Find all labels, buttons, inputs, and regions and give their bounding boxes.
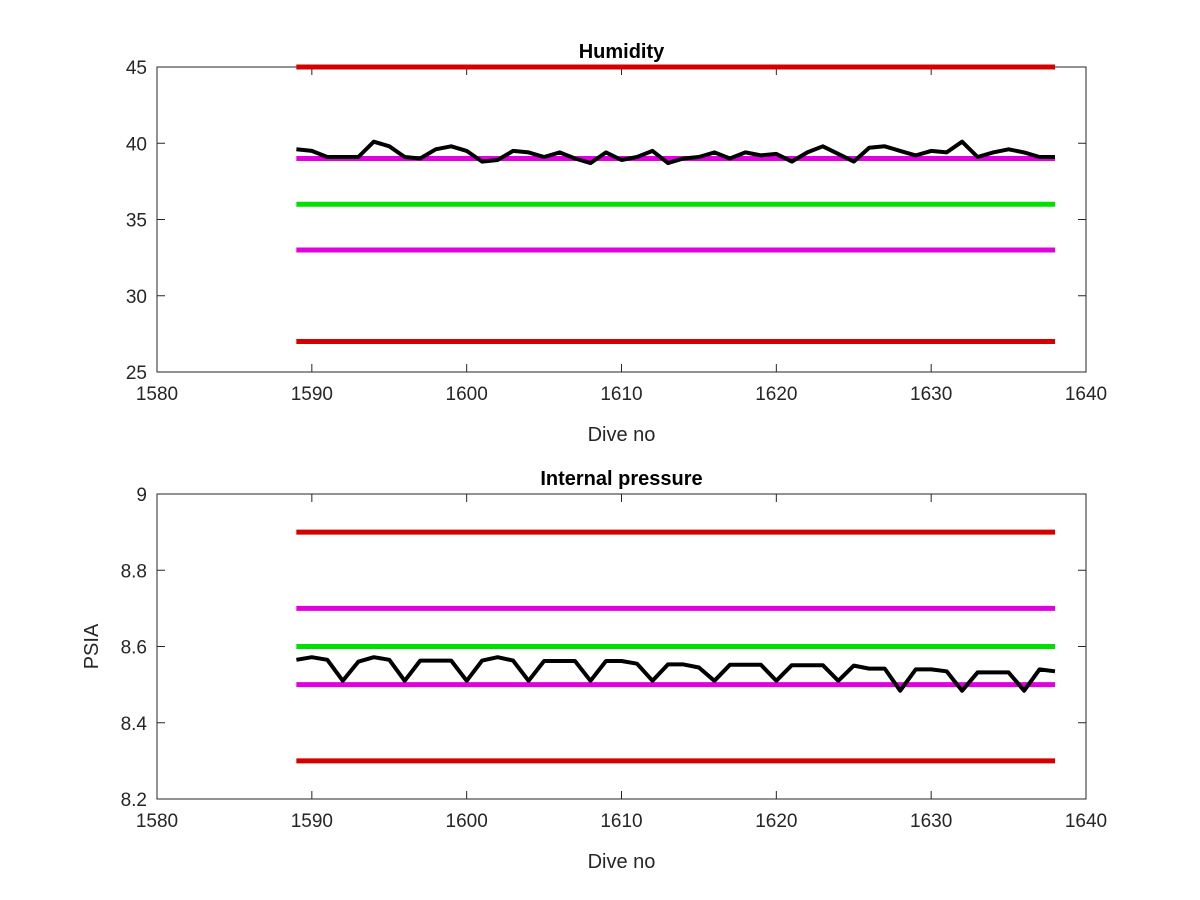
y-tick-label: 8.2 (121, 790, 147, 811)
x-axis-label: Dive no (588, 424, 656, 446)
x-tick-label: 1580 (136, 811, 178, 832)
internal-pressure-plot: Internal pressure Dive no PSIA 1580 1590 1… (81, 468, 1107, 873)
x-tick-label: 1630 (910, 811, 952, 832)
y-tick-label: 25 (126, 363, 147, 384)
ticks: 1580 1590 1600 1610 1620 1630 1640 8.2 8.4 8.6 8.8… (121, 485, 1108, 832)
x-tick-label: 1630 (910, 384, 952, 405)
x-tick-label: 1580 (136, 384, 178, 405)
ticks: 1580 1590 1600 1610 1620 1630 1640 25 30 35 40 45 (126, 58, 1107, 405)
y-tick-label: 45 (126, 58, 147, 79)
y-tick-label: 30 (126, 287, 147, 308)
axes-frame (156, 66, 1087, 373)
x-tick-label: 1610 (600, 384, 642, 405)
x-axis-label: Dive no (588, 851, 656, 873)
humidity-plot: Humidity Dive no 1580 1590 1600 1610 1620 163… (126, 41, 1107, 446)
x-tick-label: 1620 (755, 811, 797, 832)
x-tick-label: 1600 (446, 384, 488, 405)
y-tick-label: 8.4 (121, 714, 148, 735)
x-tick-label: 1640 (1065, 384, 1107, 405)
y-tick-label: 40 (126, 134, 147, 155)
y-axis-label: PSIA (81, 623, 103, 669)
y-tick-label: 8.6 (121, 638, 147, 659)
data-series-line (296, 655, 1056, 693)
series-group (296, 529, 1056, 764)
x-tick-label: 1600 (446, 811, 488, 832)
x-tick-label: 1590 (291, 384, 333, 405)
y-tick-label: 35 (126, 211, 147, 232)
plot-title: Internal pressure (540, 468, 702, 490)
x-tick-label: 1610 (600, 811, 642, 832)
plot-title: Humidity (579, 41, 665, 63)
y-tick-label: 9 (136, 485, 147, 506)
x-tick-label: 1640 (1065, 811, 1107, 832)
series-group (296, 64, 1056, 344)
x-tick-label: 1590 (291, 811, 333, 832)
y-tick-label: 8.8 (121, 561, 147, 582)
x-tick-label: 1620 (755, 384, 797, 405)
data-series-line (296, 139, 1055, 166)
